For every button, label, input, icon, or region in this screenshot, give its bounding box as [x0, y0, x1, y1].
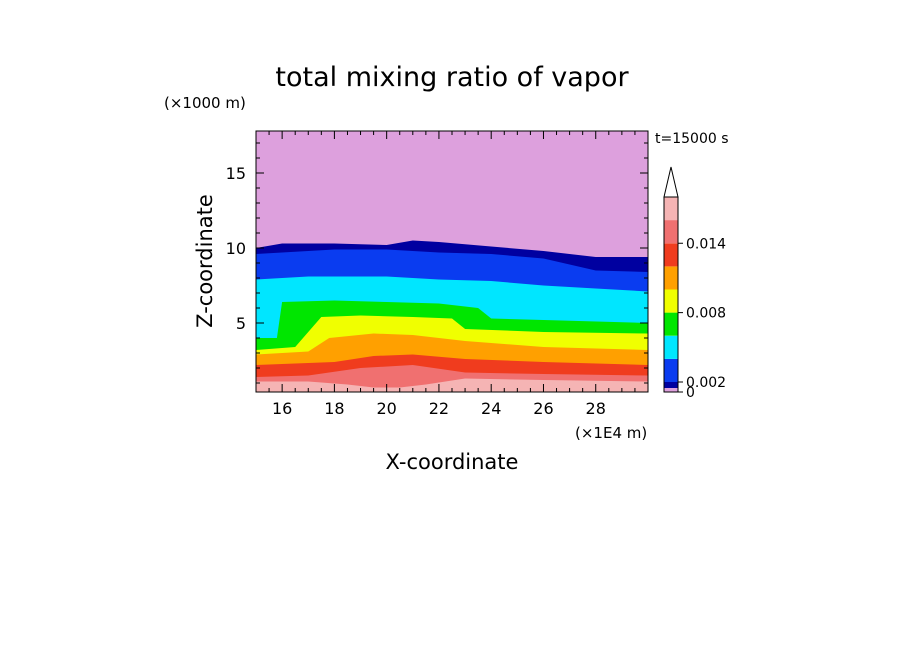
- colorbar-tick-label: 0.008: [686, 306, 726, 322]
- y-tick-label: 15: [226, 164, 246, 183]
- x-tick-label: 18: [324, 399, 344, 418]
- colorbar-swatch-9: [664, 197, 678, 221]
- colorbar-swatch-0: [664, 388, 678, 392]
- time-label: t=15000 s: [655, 131, 729, 147]
- colorbar-extend-arrow: [663, 166, 679, 198]
- x-tick-label: 16: [272, 399, 292, 418]
- chart-title: total mixing ratio of vapor: [275, 62, 629, 93]
- x-tick-label: 22: [429, 399, 449, 418]
- colorbar-swatch-5: [664, 289, 678, 313]
- y-axis-label: Z-coordinate: [193, 194, 217, 328]
- x-axis-label: X-coordinate: [386, 450, 519, 474]
- x-tick-label: 28: [586, 399, 606, 418]
- colorbar-tick-label: 0.014: [686, 236, 726, 252]
- y-tick-label: 10: [226, 239, 246, 258]
- x-tick-label: 24: [481, 399, 501, 418]
- colorbar-tick-label: 0: [686, 385, 695, 401]
- y-axis: 5 10 15: [226, 142, 648, 384]
- x-unit-label: (×1E4 m): [575, 424, 647, 442]
- contour-fields: [256, 131, 648, 392]
- contour-band-9: [256, 378, 648, 392]
- colorbar-swatch-8: [664, 220, 678, 244]
- x-tick-label: 26: [533, 399, 553, 418]
- colorbar-tick-label: 0.002: [686, 375, 726, 391]
- y-tick-label: 5: [236, 314, 246, 333]
- x-tick-label: 20: [376, 399, 396, 418]
- colorbar-swatch-3: [664, 335, 678, 359]
- colorbar-swatch-2: [664, 358, 678, 382]
- y-unit-label: (×1000 m): [164, 94, 246, 112]
- x-axis: 16 18 20 22 24 26 28: [255, 131, 636, 418]
- colorbar-swatch-7: [664, 243, 678, 267]
- colorbar: 00.002 0.008 0.014: [663, 166, 726, 401]
- colorbar-swatch-1: [664, 382, 678, 388]
- colorbar-swatch-6: [664, 266, 678, 290]
- colorbar-swatch-4: [664, 312, 678, 336]
